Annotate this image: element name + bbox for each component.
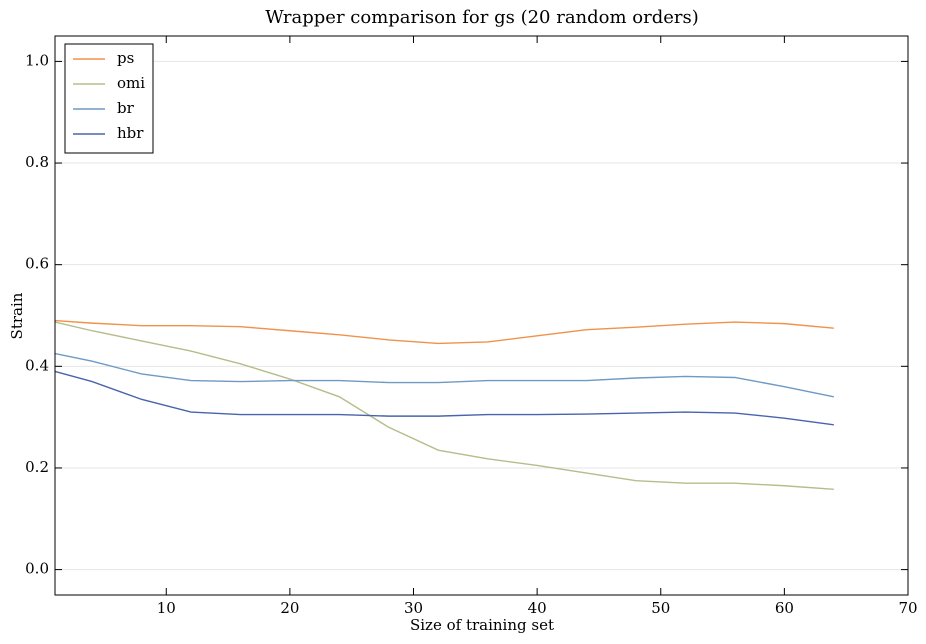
x-tick-label: 30: [404, 599, 423, 617]
x-tick-label: 60: [775, 599, 794, 617]
chart-title: Wrapper comparison for gs (20 random ord…: [265, 7, 699, 28]
legend-label: hbr: [117, 124, 144, 142]
y-tick-label: 0.4: [25, 356, 49, 374]
legend-label: omi: [117, 74, 145, 92]
x-tick-label: 20: [280, 599, 299, 617]
legend-label: br: [117, 99, 135, 117]
plot-frame: [54, 35, 909, 596]
line-series: [54, 370, 834, 426]
x-tick-label: 40: [528, 599, 547, 617]
y-tick-label: 0.2: [25, 458, 49, 476]
x-tick-label: 50: [651, 599, 670, 617]
legend-label: ps: [117, 49, 134, 67]
y-tick-label: 0.6: [25, 255, 49, 273]
x-tick-label: 70: [898, 599, 917, 617]
line-series: [54, 319, 834, 345]
x-axis-label: Size of training set: [410, 616, 554, 634]
y-tick-label: 0.0: [25, 560, 49, 578]
y-tick-label: 1.0: [25, 51, 49, 69]
line-series: [54, 352, 834, 398]
y-tick-label: 0.8: [25, 153, 49, 171]
y-axis-label: Strain: [8, 292, 26, 339]
legend-box: [64, 43, 154, 154]
line-series: [54, 321, 834, 490]
x-tick-label: 10: [157, 599, 176, 617]
